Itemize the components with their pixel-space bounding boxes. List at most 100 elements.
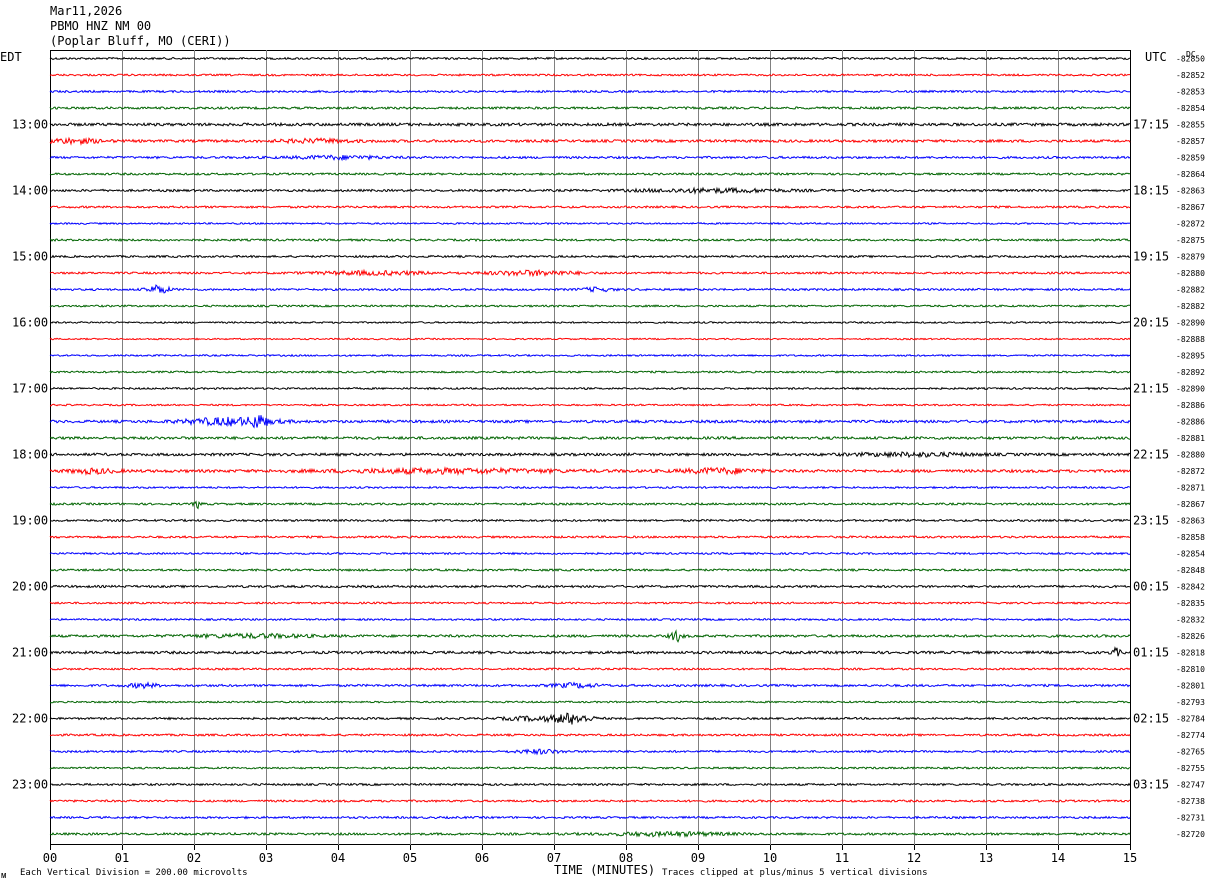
- plot-frame: [50, 50, 1131, 845]
- seismic-trace: [49, 89, 1130, 94]
- dc-offset-label: -82863: [1176, 187, 1205, 196]
- utc-hour-label: 18:15: [1133, 184, 1169, 198]
- seismic-trace: [49, 667, 1131, 671]
- seismic-trace: [49, 485, 1131, 490]
- seismic-trace: [49, 320, 1131, 325]
- seismic-trace: [49, 435, 1131, 441]
- utc-hour-label: 03:15: [1133, 778, 1169, 792]
- dc-offset-label: -82784: [1176, 715, 1205, 724]
- utc-hour-label: 21:15: [1133, 382, 1169, 396]
- dc-offset-label: -82872: [1176, 467, 1205, 476]
- edt-hour-label: 19:00: [12, 514, 48, 528]
- seismic-trace: [49, 500, 1131, 510]
- seismic-trace: [49, 766, 1131, 770]
- dc-offset-label: -82731: [1176, 814, 1205, 823]
- utc-hour-label: 02:15: [1133, 712, 1169, 726]
- edt-hour-label: 17:00: [12, 382, 48, 396]
- seismic-trace: [49, 304, 1131, 308]
- utc-hour-label: 19:15: [1133, 250, 1169, 264]
- dc-offset-label: -82882: [1176, 286, 1205, 295]
- utc-hour-label: 17:15: [1133, 118, 1169, 132]
- dc-offset-label: -82871: [1176, 484, 1205, 493]
- seismic-trace: [50, 254, 1131, 259]
- corner-mark-icon: ᴍ: [1, 871, 6, 881]
- location-label: (Poplar Bluff, MO (CERI)): [50, 34, 231, 48]
- x-tick-label: 15: [1123, 851, 1137, 865]
- x-tick-label: 01: [115, 851, 129, 865]
- dc-offset-label: -82852: [1176, 71, 1205, 80]
- x-tick-label: 13: [979, 851, 993, 865]
- x-axis-ticks: 00 01 02 03 04 05 06 07 08 09 10 11 12 13 14 15: [43, 845, 1137, 865]
- dc-offset-label: -82880: [1176, 269, 1205, 278]
- seismic-trace: [49, 567, 1131, 573]
- dc-offset-label: -82755: [1176, 764, 1205, 773]
- seismic-trace: [49, 732, 1131, 738]
- x-tick-label: 06: [475, 851, 489, 865]
- edt-hour-label: 23:00: [12, 778, 48, 792]
- dc-offset-label: -82864: [1176, 170, 1205, 179]
- minute-grid: [122, 50, 1059, 845]
- x-tick-label: 03: [259, 851, 273, 865]
- dc-offset-label: -82801: [1176, 682, 1205, 691]
- seismic-trace: [49, 204, 1131, 210]
- utc-axis-label: UTC: [1145, 50, 1167, 64]
- x-tick-label: 07: [547, 851, 561, 865]
- dc-offset-label: -82875: [1176, 236, 1205, 245]
- utc-hour-label: 20:15: [1133, 316, 1169, 330]
- seismic-trace: [49, 268, 1131, 278]
- dc-offset-labels: -82850 -82852 -82853 -82854 -82855 -82857 -828…: [1176, 55, 1205, 840]
- x-tick-label: 02: [187, 851, 201, 865]
- seismic-trace: [49, 121, 1131, 128]
- seismic-trace: [49, 712, 1131, 725]
- seismic-trace: [49, 551, 1130, 556]
- dc-offset-label: -82892: [1176, 368, 1205, 377]
- dc-offset-label: -82890: [1176, 319, 1205, 328]
- dc-offset-label: -82863: [1176, 517, 1205, 526]
- dc-offset-label: -82895: [1176, 352, 1205, 361]
- seismic-trace: [49, 56, 1131, 61]
- dc-offset-label: -82850: [1176, 55, 1205, 64]
- dc-offset-label: -82872: [1176, 220, 1205, 229]
- seismic-trace: [49, 386, 1131, 391]
- seismic-trace: [49, 403, 1131, 407]
- seismic-trace: [49, 415, 1131, 429]
- dc-offset-label: -82859: [1176, 154, 1205, 163]
- dc-offset-label: -82765: [1176, 748, 1205, 757]
- seismic-trace: [49, 370, 1131, 374]
- seismic-trace: [49, 646, 1131, 657]
- seismic-trace: [49, 105, 1131, 111]
- x-tick-label: 10: [763, 851, 777, 865]
- dc-offset-label: -82853: [1176, 88, 1205, 97]
- seismic-trace: [49, 353, 1131, 358]
- dc-offset-label: -82818: [1176, 649, 1205, 658]
- seismic-trace: [49, 154, 1131, 162]
- utc-hour-label: 01:15: [1133, 646, 1169, 660]
- x-tick-label: 09: [691, 851, 705, 865]
- seismic-trace: [49, 535, 1131, 539]
- dc-offset-label: -82810: [1176, 665, 1205, 674]
- x-tick-label: 12: [907, 851, 921, 865]
- edt-hour-label: 21:00: [12, 646, 48, 660]
- utc-hour-labels: 17:15 18:15 19:15 20:15 21:15 22:15 23:15 00:15…: [1133, 118, 1169, 792]
- utc-hour-label: 23:15: [1133, 514, 1169, 528]
- dc-offset-label: -82888: [1176, 335, 1205, 344]
- dc-label: DC: [1186, 50, 1196, 59]
- seismic-trace: [49, 681, 1131, 690]
- dc-offset-label: -82879: [1176, 253, 1205, 262]
- seismic-trace: [49, 284, 1131, 294]
- x-tick-label: 11: [835, 851, 849, 865]
- dc-offset-label: -82854: [1176, 104, 1205, 113]
- x-tick-label: 14: [1051, 851, 1065, 865]
- dc-offset-label: -82881: [1176, 434, 1205, 443]
- dc-offset-label: -82890: [1176, 385, 1205, 394]
- seismic-trace: [49, 466, 1131, 476]
- clip-note: Traces clipped at plus/minus 5 vertical …: [662, 868, 928, 878]
- seismic-trace: [49, 629, 1131, 643]
- dc-offset-label: -82886: [1176, 401, 1205, 410]
- date-label: Mar11,2026: [50, 4, 122, 18]
- dc-offset-label: -82857: [1176, 137, 1205, 146]
- edt-hour-label: 15:00: [12, 250, 48, 264]
- edt-hour-label: 22:00: [12, 712, 48, 726]
- edt-hour-label: 14:00: [12, 184, 48, 198]
